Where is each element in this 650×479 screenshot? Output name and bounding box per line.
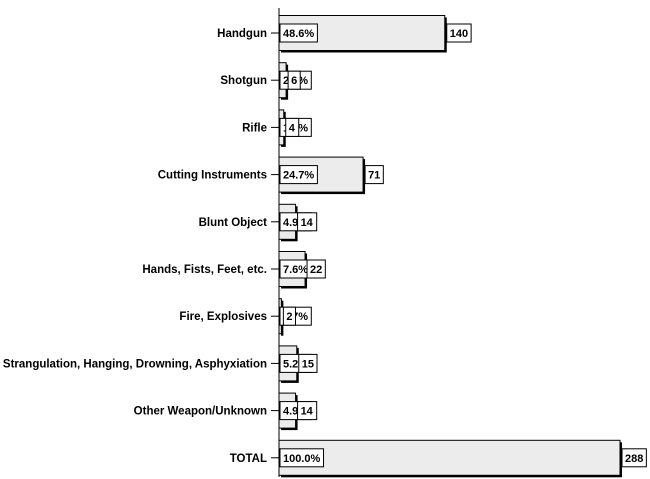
labels-layer: Handgun48.6%140Shotgun2.1%6Rifle1.4%4Cut… bbox=[3, 23, 647, 468]
category-label-blunt-object: Blunt Object bbox=[199, 217, 268, 229]
value-label-shotgun: 6 bbox=[291, 75, 297, 87]
value-label-handgun: 140 bbox=[450, 28, 468, 40]
percent-label-cutting-instruments: 24.7% bbox=[283, 170, 314, 182]
value-label-cutting-instruments: 71 bbox=[368, 170, 380, 182]
category-label-rifle: Rifle bbox=[242, 122, 267, 134]
category-label-fire-explosives: Fire, Explosives bbox=[179, 311, 267, 323]
percent-box-cutting-instruments bbox=[279, 165, 318, 185]
value-label-hands-fists-feet-etc: 22 bbox=[310, 264, 322, 276]
ticks-layer bbox=[271, 32, 279, 459]
value-box-rifle bbox=[285, 117, 300, 137]
value-box-handgun bbox=[446, 23, 472, 43]
value-label-blunt-object: 14 bbox=[301, 217, 314, 229]
value-label-strangulation-hanging-drowning-asphyxiation: 15 bbox=[302, 358, 314, 370]
bars-layer bbox=[278, 15, 622, 478]
percent-box-total bbox=[279, 448, 325, 468]
value-box-cutting-instruments bbox=[364, 165, 384, 185]
value-label-total: 288 bbox=[625, 453, 643, 465]
category-label-handgun: Handgun bbox=[217, 28, 267, 40]
value-label-rifle: 4 bbox=[289, 122, 296, 134]
category-label-strangulation-hanging-drowning-asphyxiation: Strangulation, Hanging, Drowning, Asphyx… bbox=[3, 358, 267, 370]
value-box-fire-explosives bbox=[282, 306, 296, 326]
value-box-blunt-object bbox=[297, 212, 318, 232]
category-label-cutting-instruments: Cutting Instruments bbox=[158, 170, 267, 182]
category-label-total: TOTAL bbox=[230, 453, 267, 465]
value-box-other-weapon-unknown bbox=[297, 401, 318, 421]
value-box-strangulation-hanging-drowning-asphyxiation bbox=[298, 353, 318, 373]
category-label-shotgun: Shotgun bbox=[220, 75, 267, 87]
category-label-other-weapon-unknown: Other Weapon/Unknown bbox=[134, 406, 267, 418]
value-label-other-weapon-unknown: 14 bbox=[301, 406, 314, 418]
value-box-hands-fists-feet-etc bbox=[306, 259, 326, 279]
value-label-fire-explosives: 2 bbox=[286, 311, 292, 323]
percent-label-total: 100.0% bbox=[283, 453, 321, 465]
value-box-shotgun bbox=[287, 70, 301, 90]
percent-box-handgun bbox=[279, 23, 318, 43]
value-box-total bbox=[621, 448, 647, 468]
percent-label-handgun: 48.6% bbox=[283, 28, 314, 40]
bar-total bbox=[278, 439, 621, 476]
category-label-hands-fists-feet-etc: Hands, Fists, Feet, etc. bbox=[142, 264, 267, 276]
percent-label-hands-fists-feet-etc: 7.6% bbox=[283, 264, 308, 276]
